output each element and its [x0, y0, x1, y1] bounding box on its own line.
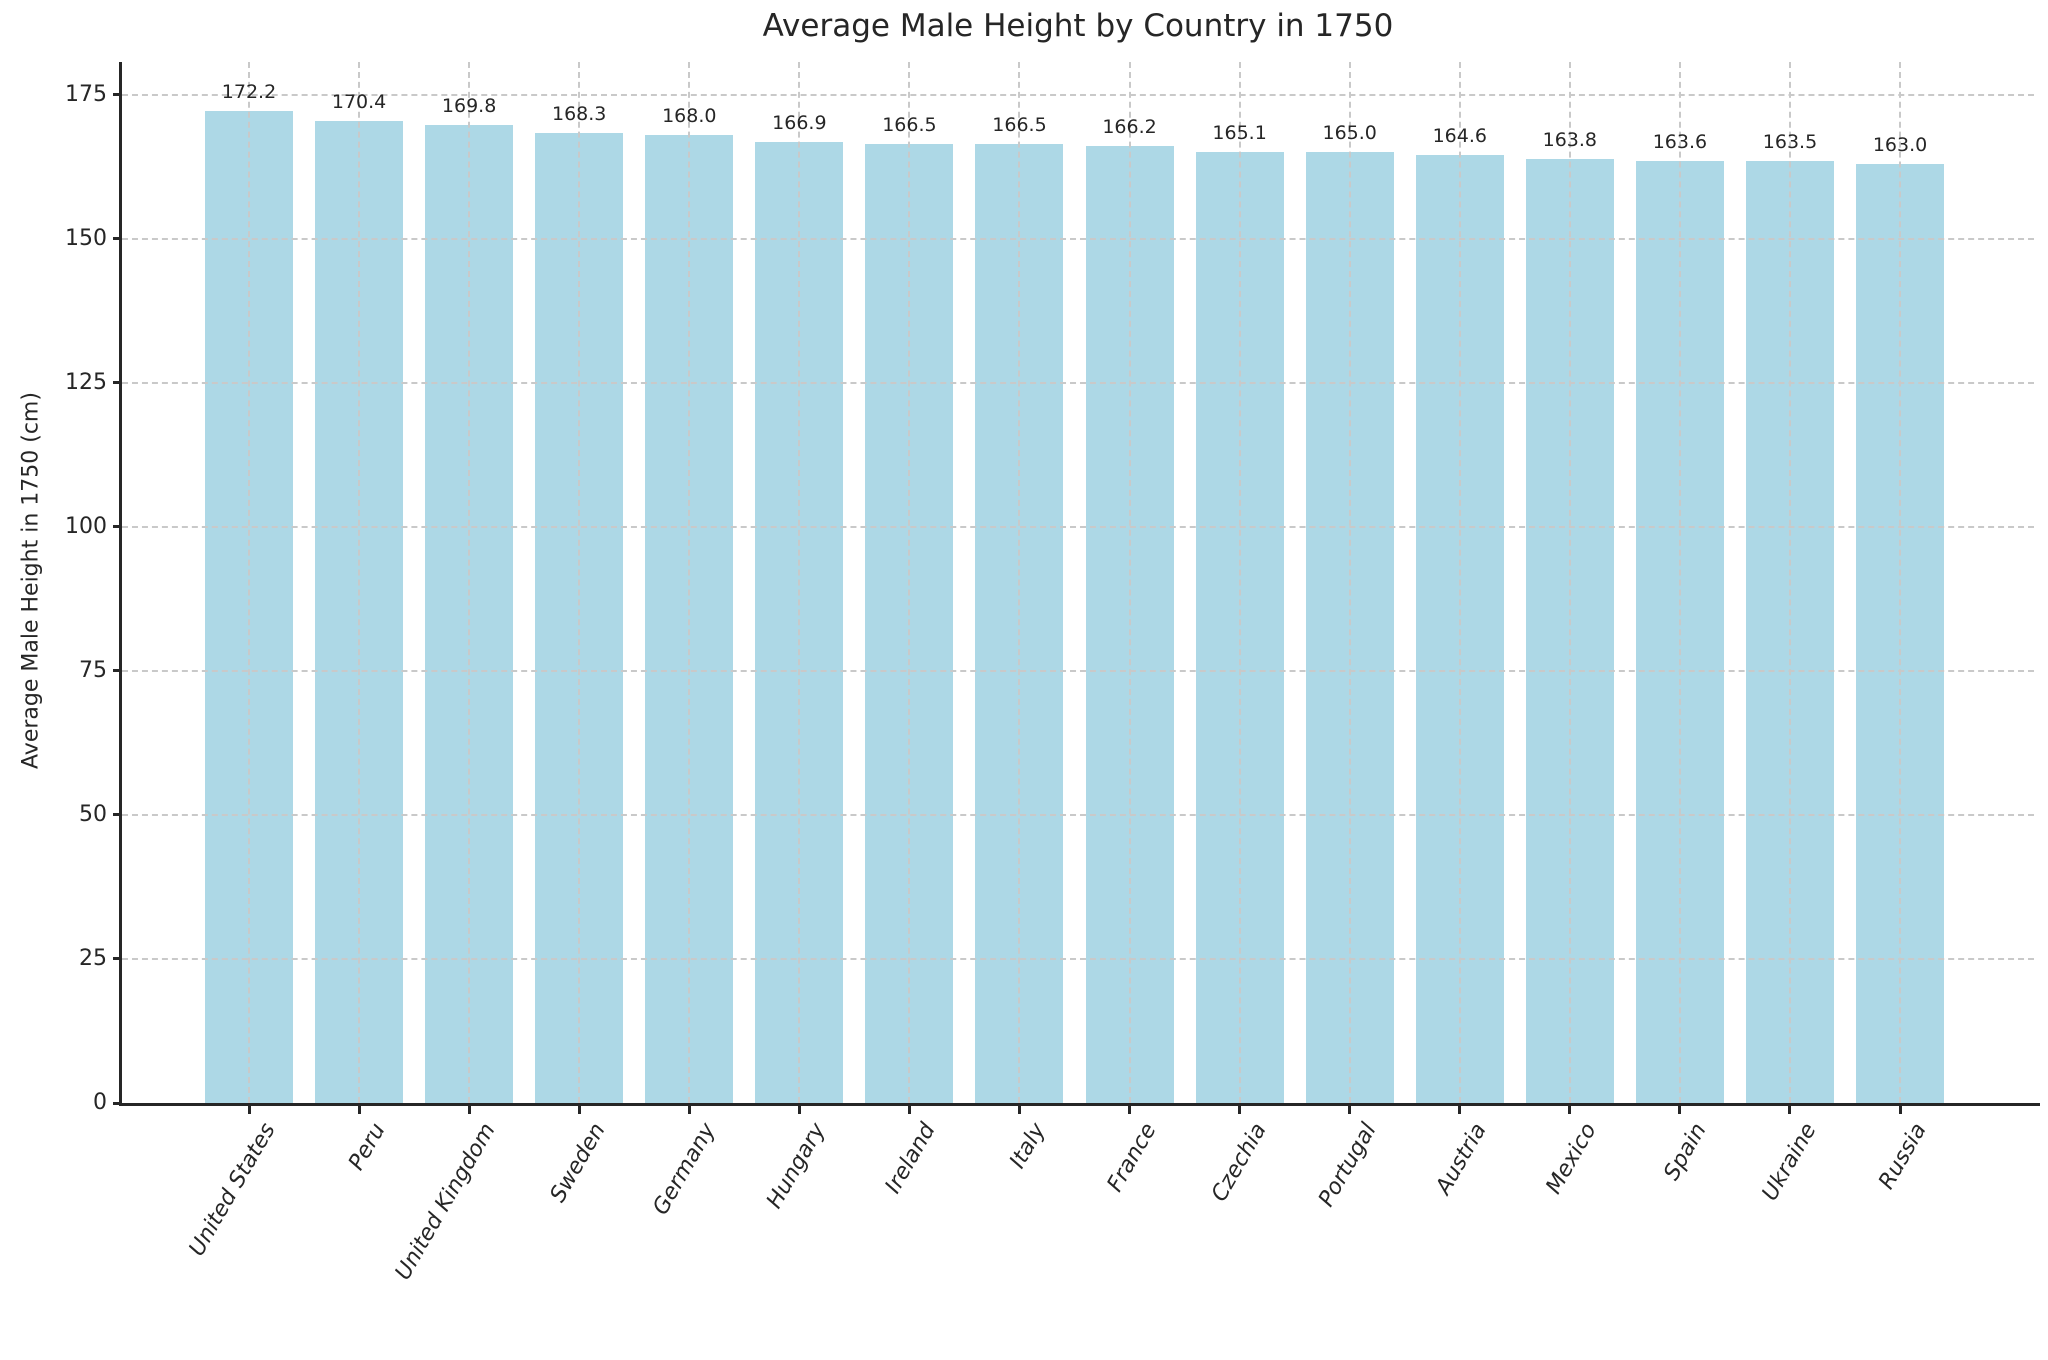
x-gridline	[1238, 62, 1241, 1103]
y-gridline	[122, 669, 2034, 672]
y-tick-label: 25	[79, 945, 107, 971]
x-tick-mark	[1238, 1105, 1242, 1114]
x-gridline	[1899, 62, 1902, 1103]
bar-value-label: 170.4	[331, 91, 387, 114]
bar-value-label: 163.6	[1652, 130, 1708, 153]
bar-value-label: 164.6	[1432, 124, 1487, 147]
x-gridline	[798, 62, 801, 1103]
y-tick-label: 100	[65, 513, 107, 539]
x-tick-mark	[1568, 1105, 1572, 1114]
y-tick-label: 50	[79, 801, 107, 827]
bar-value-label: 168.3	[552, 103, 607, 126]
y-tick-mark	[113, 813, 122, 817]
x-gridline	[1568, 62, 1571, 1103]
y-tick-mark	[113, 1101, 122, 1105]
y-gridline	[122, 237, 2034, 240]
bar-value-label: 163.0	[1872, 133, 1928, 156]
y-tick-label: 175	[65, 81, 107, 107]
y-tick-mark	[113, 93, 122, 97]
x-tick-mark	[1788, 1105, 1792, 1114]
x-tick-mark	[357, 1105, 361, 1114]
x-axis-spine	[119, 1103, 2040, 1106]
x-tick-mark	[467, 1105, 471, 1114]
x-gridline	[1348, 62, 1351, 1103]
bar-value-label: 165.1	[1212, 121, 1267, 144]
y-tick-mark	[113, 525, 122, 529]
x-tick-mark	[907, 1105, 911, 1114]
y-tick-label: 150	[65, 225, 107, 251]
x-gridline	[1018, 62, 1021, 1103]
bar-value-label: 165.0	[1322, 122, 1377, 145]
x-tick-mark	[1017, 1105, 1021, 1114]
y-tick-mark	[113, 669, 122, 673]
bar-value-label: 166.5	[992, 113, 1047, 136]
x-tick-mark	[247, 1105, 251, 1114]
y-gridline	[122, 525, 2034, 528]
x-tick-mark	[687, 1105, 691, 1114]
bar-value-label: 168.0	[662, 105, 717, 128]
x-gridline	[688, 62, 691, 1103]
x-tick-mark	[1678, 1105, 1682, 1114]
x-gridline	[358, 62, 361, 1103]
bar-value-label: 163.5	[1762, 131, 1818, 154]
y-gridline	[122, 93, 2034, 96]
bar-value-label: 166.2	[1102, 115, 1157, 138]
bar-value-label: 169.8	[441, 94, 497, 117]
y-gridline	[122, 957, 2034, 960]
y-tick-label: 125	[65, 369, 107, 395]
x-gridline	[1128, 62, 1131, 1103]
x-gridline	[1458, 62, 1461, 1103]
bar-value-label: 166.5	[882, 113, 937, 136]
x-gridline	[468, 62, 471, 1103]
x-gridline	[1678, 62, 1681, 1103]
x-tick-mark	[1458, 1105, 1462, 1114]
y-tick-mark	[113, 381, 122, 385]
y-gridline	[122, 381, 2034, 384]
x-tick-mark	[1898, 1105, 1902, 1114]
y-tick-label: 0	[93, 1090, 107, 1115]
bar-value-label: 172.2	[221, 80, 277, 103]
y-tick-mark	[113, 957, 122, 961]
chart-title: Average Male Height by Country in 1750	[762, 8, 1394, 44]
y-tick-mark	[113, 237, 122, 241]
x-gridline	[908, 62, 911, 1103]
x-tick-mark	[577, 1105, 581, 1114]
x-tick-label: Russia	[1874, 1119, 1932, 1194]
y-axis-spine	[119, 62, 122, 1106]
y-tick-label: 75	[79, 657, 107, 683]
x-gridline	[1788, 62, 1791, 1103]
x-gridline	[578, 62, 581, 1103]
x-tick-mark	[797, 1105, 801, 1114]
bar-value-label: 166.9	[772, 111, 827, 134]
y-gridline	[122, 813, 2034, 816]
bar-value-label: 163.8	[1542, 129, 1598, 152]
x-tick-mark	[1348, 1105, 1352, 1114]
x-tick-mark	[1128, 1105, 1132, 1114]
x-gridline	[248, 62, 250, 1103]
